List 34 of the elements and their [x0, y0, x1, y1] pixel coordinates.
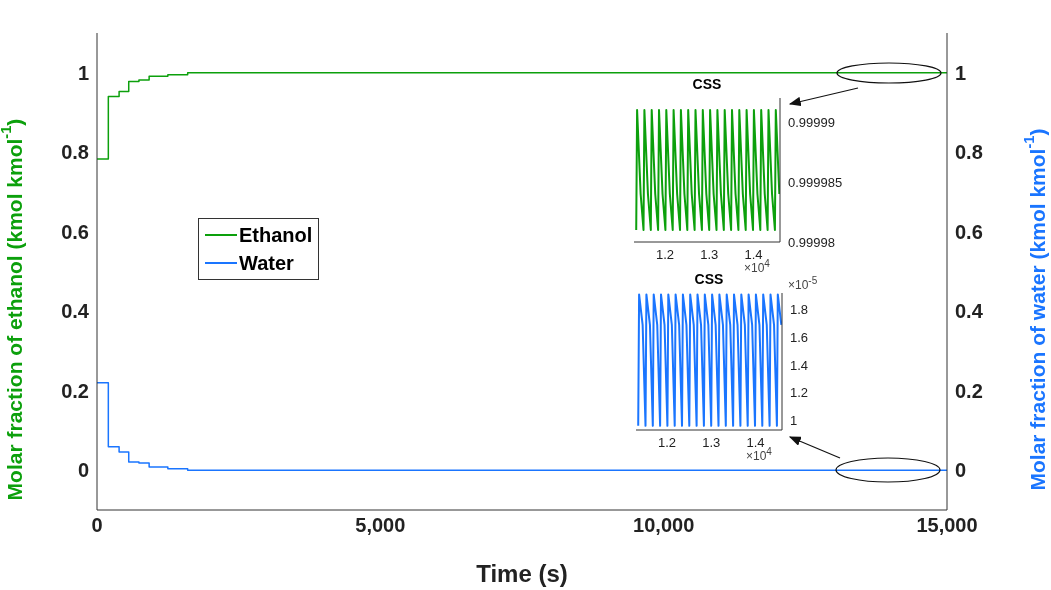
x-tick-label: 1.2	[657, 435, 677, 451]
y2-tick-label: 0.6	[955, 220, 983, 243]
y-tick-label: 0.8	[61, 141, 89, 164]
x-tick-label: 1.2	[655, 247, 675, 263]
chart-title: CSS	[691, 76, 723, 92]
x-tick-label: 1.3	[702, 435, 721, 451]
y-tick-label: 1.4	[790, 357, 809, 373]
y-tick-label: 1.2	[790, 385, 809, 401]
y2-tick-label: 0.8	[955, 141, 983, 164]
legend-label: Water	[239, 251, 294, 276]
y-tick-label: 0.6	[61, 220, 89, 243]
y-tick-label: 0.999985	[788, 174, 843, 190]
y-tick-label: 1.8	[790, 302, 809, 318]
y-tick-label: 0	[77, 459, 89, 482]
x-tick-label: 5,000	[355, 514, 406, 537]
x-tick-label: 15,000	[916, 514, 978, 537]
x-tick-label: 10,000	[633, 514, 695, 537]
y2-tick-label: 0.4	[955, 300, 984, 323]
y-tick-label: 1	[77, 61, 89, 84]
legend-label: Ethanol	[239, 223, 313, 248]
y-tick-label: 1	[790, 412, 798, 428]
y-tick-label: 0.99999	[788, 114, 835, 130]
y-tick-label: 0.99998	[788, 234, 835, 250]
y2-tick-label: 0	[955, 459, 967, 482]
y-tick-label: 0.4	[61, 300, 90, 323]
y-tick-label: 0.2	[61, 379, 89, 402]
x-axis-title: Time (s)	[476, 560, 568, 587]
y-tick-label: 1.6	[790, 329, 809, 345]
y2-tick-label: 1	[955, 61, 967, 84]
chart-title: CSS	[694, 271, 724, 287]
annotation: ×10$^{-5}$	[788, 275, 818, 292]
y2-tick-label: 0.2	[955, 379, 983, 402]
x-tick-label: 0	[91, 514, 103, 537]
x-tick-label: 1.3	[700, 247, 719, 263]
